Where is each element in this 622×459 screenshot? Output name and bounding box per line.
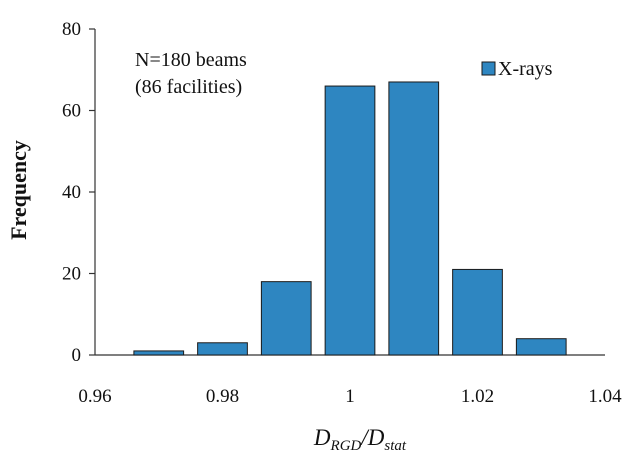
legend-swatch bbox=[481, 61, 496, 76]
x-tick-label: 0.98 bbox=[206, 386, 239, 407]
y-axis-title: Frequency bbox=[6, 140, 31, 240]
bar-0.97 bbox=[133, 350, 185, 356]
x-axis-title-d1: D bbox=[313, 425, 331, 450]
x-tick-label: 1.04 bbox=[588, 386, 622, 407]
bar-1.00 bbox=[324, 85, 376, 356]
x-axis-ticks: 0.96 0.98 1 1.02 1.04 bbox=[78, 386, 622, 407]
y-axis-ticks: 0 20 40 60 80 bbox=[62, 19, 95, 366]
bar-1.03 bbox=[515, 338, 567, 356]
y-tick-label: 40 bbox=[62, 182, 81, 203]
x-axis-title-sub2: stat bbox=[384, 438, 407, 454]
y-tick-label: 60 bbox=[62, 101, 81, 122]
bar-1.01 bbox=[388, 81, 440, 356]
legend-label: X-rays bbox=[498, 58, 553, 80]
sample-size-annotation: N=180 beams (86 facilities) bbox=[135, 49, 252, 98]
y-tick-label: 0 bbox=[72, 345, 82, 366]
annotation-line-2: (86 facilities) bbox=[135, 76, 242, 98]
x-tick-label: 1.02 bbox=[461, 386, 494, 407]
x-axis-title-slash: / bbox=[359, 425, 370, 450]
y-tick-label: 20 bbox=[62, 264, 81, 285]
annotation-line-1: N=180 beams bbox=[135, 49, 247, 71]
y-tick-label: 80 bbox=[62, 19, 81, 40]
x-axis-title: DRGD/Dstat bbox=[313, 425, 407, 454]
x-axis-title-sub1: RGD bbox=[330, 438, 362, 454]
bar-0.99 bbox=[260, 281, 312, 356]
legend: X-rays bbox=[481, 58, 553, 80]
bar-0.98 bbox=[197, 342, 248, 356]
bar-1.02 bbox=[452, 268, 503, 356]
bars bbox=[133, 81, 567, 356]
x-tick-label: 0.96 bbox=[78, 386, 111, 407]
x-axis-title-d2: D bbox=[367, 425, 385, 450]
x-tick-label: 1 bbox=[345, 386, 355, 407]
